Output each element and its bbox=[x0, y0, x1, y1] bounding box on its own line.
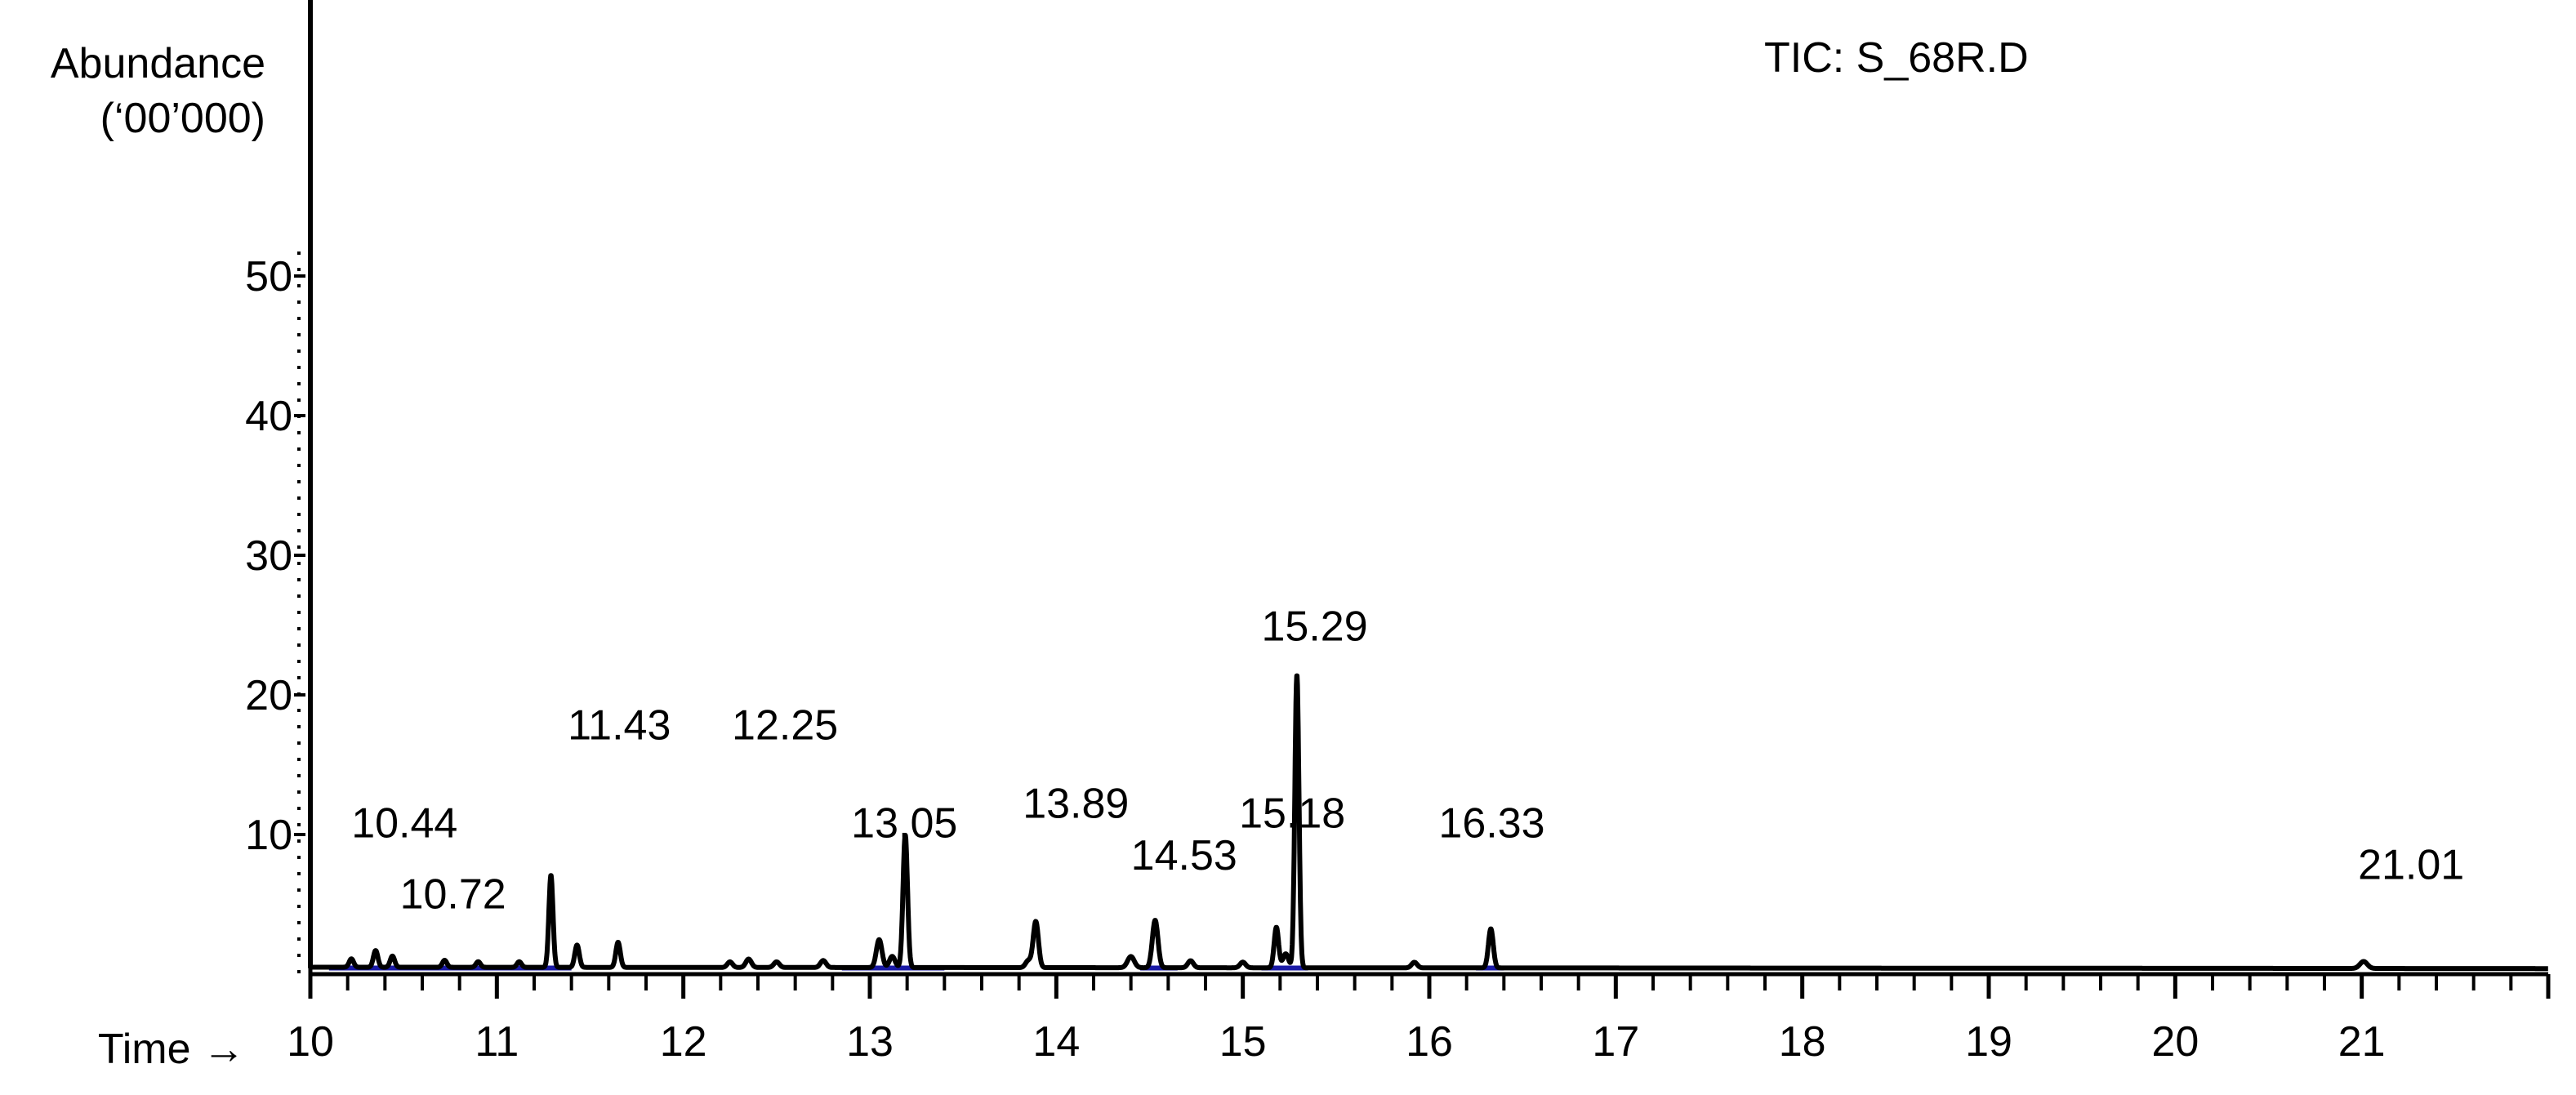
peak-label: 11.43 bbox=[568, 702, 671, 750]
y-tick-label: 40 bbox=[245, 393, 292, 440]
chart-title: TIC: S_68R.D bbox=[1764, 34, 2029, 82]
x-tick-label: 14 bbox=[1032, 1018, 1080, 1066]
y-axis-label-line1: Abundance bbox=[51, 40, 265, 87]
x-tick-label: 20 bbox=[2151, 1018, 2199, 1066]
x-tick-label: 13 bbox=[846, 1018, 894, 1066]
x-tick-label: 19 bbox=[1965, 1018, 2012, 1066]
peak-label: 10.44 bbox=[351, 799, 457, 847]
x-tick-label: 16 bbox=[1406, 1018, 1453, 1066]
x-tick-label: 17 bbox=[1592, 1018, 1639, 1066]
y-tick-label: 50 bbox=[245, 253, 292, 300]
y-axis-label-line2: (‘00’000) bbox=[100, 95, 265, 142]
peak-label: 16.33 bbox=[1438, 799, 1544, 847]
peak-label: 13.89 bbox=[1023, 780, 1129, 827]
peak-label: 15.29 bbox=[1262, 603, 1368, 650]
y-tick-label: 30 bbox=[245, 532, 292, 580]
x-tick-label: 18 bbox=[1779, 1018, 1826, 1066]
x-tick-label: 10 bbox=[287, 1018, 334, 1066]
y-tick-label: 10 bbox=[245, 812, 292, 859]
peak-label: 10.72 bbox=[400, 871, 506, 919]
axes: 10 11 12 13 14 15 16 17 18 19 20 21 10 20 30 40 50 bbox=[245, 0, 2551, 1066]
x-tick-label: 12 bbox=[660, 1018, 707, 1066]
x-tick-label: 21 bbox=[2338, 1018, 2386, 1066]
x-axis-label: Time → bbox=[98, 1026, 245, 1073]
x-tick-label: 15 bbox=[1219, 1018, 1267, 1066]
peak-label: 21.01 bbox=[2358, 842, 2464, 889]
peak-label: 14.53 bbox=[1131, 832, 1237, 879]
peak-label: 12.25 bbox=[732, 702, 838, 750]
y-tick-label: 20 bbox=[245, 672, 292, 719]
tic-trace bbox=[308, 0, 2551, 972]
trace-layer bbox=[308, 0, 2551, 972]
peak-label: 13.05 bbox=[851, 799, 957, 847]
annotation-layer: 10.44 10.72 11.43 12.25 13.05 13.8914.5315.18… bbox=[351, 603, 2464, 918]
x-tick-label: 11 bbox=[475, 1018, 519, 1066]
peak-label: 15.18 bbox=[1239, 790, 1345, 837]
